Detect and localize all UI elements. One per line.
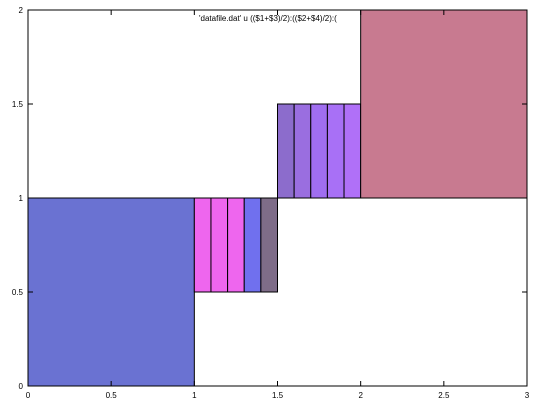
y-tick-label: 0.5 — [12, 288, 24, 297]
data-rect-0 — [27, 197, 195, 387]
x-tick-label: 1 — [192, 391, 197, 400]
x-tick-label: 0.5 — [106, 391, 118, 400]
data-rect-9 — [326, 103, 345, 199]
x-tick-label: 2 — [358, 391, 363, 400]
data-rect-7 — [293, 103, 312, 199]
y-tick-label: 1 — [19, 194, 24, 203]
x-tick-label: 3 — [525, 391, 530, 400]
y-tick-label: 1.5 — [12, 100, 24, 109]
y-tick-label: 0 — [19, 382, 24, 391]
legend-key-label: 'datafile.dat' u (($1+$3)/2):(($2+$4)/2)… — [199, 14, 337, 23]
data-rect-4 — [243, 197, 262, 293]
ticks-layer: 0 0.5 1 1.5 2 2.5 3 0 0.5 1 1.5 2 — [12, 6, 530, 400]
data-rect-6 — [277, 103, 295, 199]
data-rect-11 — [360, 9, 528, 199]
x-tick-label: 0 — [26, 391, 31, 400]
data-rect-10 — [343, 103, 362, 199]
x-tick-label: 1.5 — [272, 391, 284, 400]
rectangles-layer — [27, 9, 528, 387]
data-rect-5 — [260, 197, 279, 293]
x-tick-label: 2.5 — [438, 391, 450, 400]
data-rect-8 — [310, 103, 328, 199]
y-tick-label: 2 — [19, 6, 24, 15]
data-rect-1 — [193, 197, 212, 293]
data-rect-3 — [227, 197, 245, 293]
data-rect-2 — [210, 197, 229, 293]
